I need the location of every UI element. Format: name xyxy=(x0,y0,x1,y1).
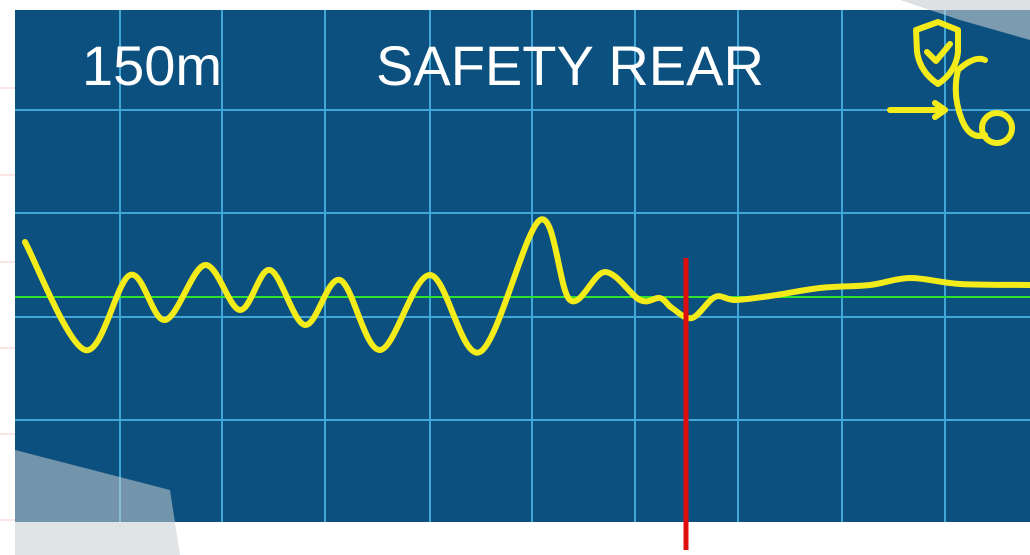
grid xyxy=(15,10,1030,522)
range-label: 150m xyxy=(82,34,222,97)
glare xyxy=(15,450,180,555)
waveform xyxy=(22,216,1030,356)
mode-title: SAFETY REAR xyxy=(376,34,764,97)
safety-icon xyxy=(887,19,1015,146)
edge-ticks xyxy=(0,87,15,521)
display-panel xyxy=(15,10,1030,522)
glare xyxy=(900,0,1030,40)
